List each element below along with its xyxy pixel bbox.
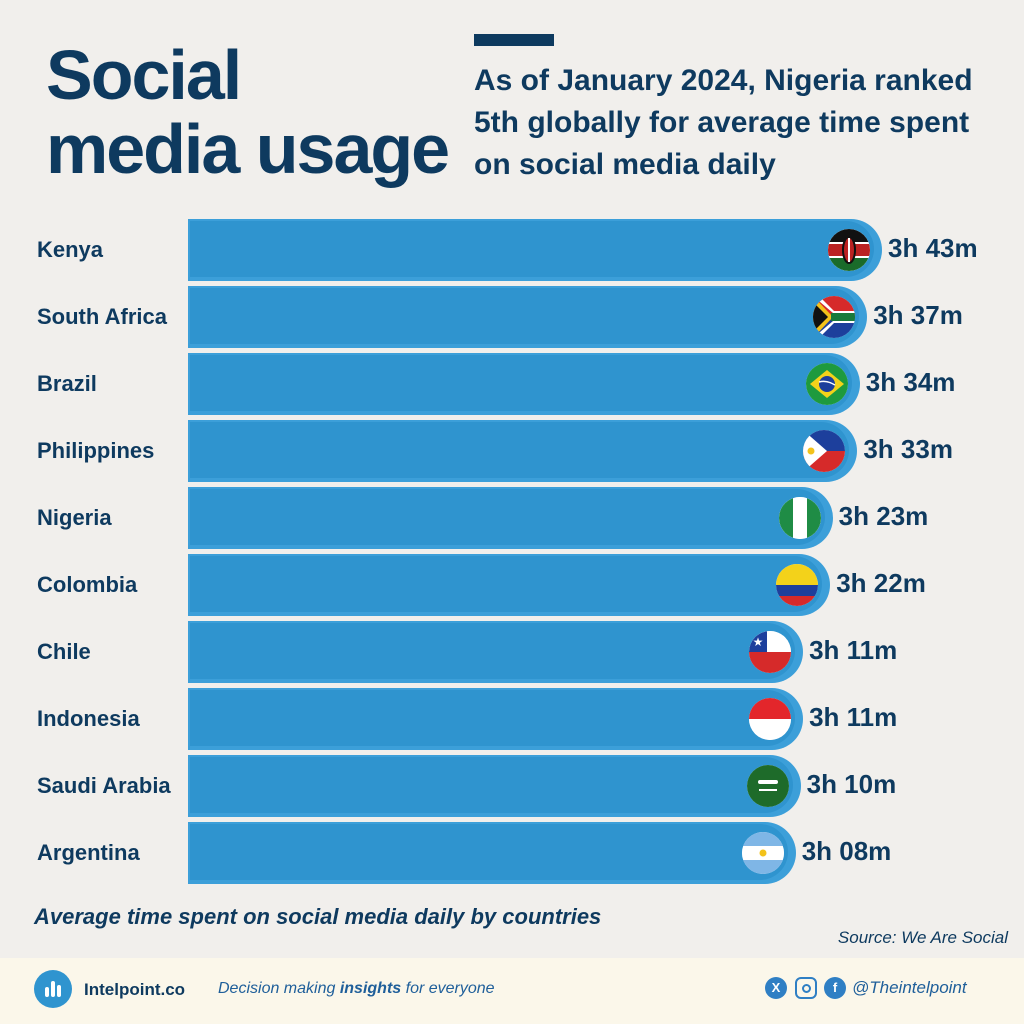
value-label-saudi-arabia: 3h 10m (806, 769, 897, 799)
bar-indonesia (188, 688, 804, 750)
country-label-kenya: Kenya (37, 237, 104, 262)
bar-fill-indonesia (190, 690, 796, 746)
title-line-1: Social (46, 36, 242, 114)
value-label-argentina: 3h 08m (801, 836, 892, 866)
bar-fill-south-africa (190, 288, 860, 344)
value-label-nigeria: 3h 23m (838, 501, 929, 531)
bar-south-africa (188, 286, 868, 348)
value-label-brazil: 3h 34m (865, 367, 956, 397)
chart-caption: Average time spent on social media daily… (34, 904, 602, 929)
chart-subtitle: As of January 2024, Nigeria ranked 5th g… (474, 64, 973, 181)
bar-fill-saudi-arabia (190, 757, 793, 813)
country-label-brazil: Brazil (37, 371, 97, 396)
bar-chart: Kenya 3h 43m South Africa 3h 37m Brazil 3h 34… (37, 219, 978, 884)
country-label-nigeria: Nigeria (37, 505, 112, 530)
tagline: Decision making insights for everyone (218, 980, 495, 998)
bar-fill-colombia (190, 556, 823, 612)
country-label-philippines: Philippines (37, 438, 155, 463)
chile-flag-icon: ★ (749, 631, 792, 673)
accent-line (474, 34, 554, 46)
bar-nigeria (188, 487, 833, 549)
bar-philippines (188, 420, 858, 482)
country-label-saudi-arabia: Saudi Arabia (37, 773, 171, 798)
country-label-south-africa: South Africa (37, 304, 167, 329)
bar-fill-chile (190, 623, 796, 679)
country-label-chile: Chile (37, 639, 91, 664)
footer-bar: Intelpoint.co Decision making insights f… (0, 958, 1024, 1024)
intelpoint-logo-icon[interactable] (34, 970, 72, 1008)
colombia-flag-icon (776, 564, 819, 606)
value-label-indonesia: 3h 11m (809, 702, 898, 732)
bar-saudi-arabia (188, 755, 801, 817)
title-line-2: media usage (46, 110, 450, 188)
social-handle[interactable]: @Theintelpoint (852, 978, 967, 997)
instagram-icon[interactable] (795, 977, 817, 999)
bar-fill-argentina (190, 824, 788, 880)
indonesia-flag-icon (749, 698, 792, 740)
south-africa-flag-icon (813, 296, 856, 338)
bar-fill-brazil (190, 355, 852, 411)
value-label-south-africa: 3h 37m (873, 300, 963, 330)
tagline-end: for everyone (401, 980, 495, 997)
value-label-colombia: 3h 22m (836, 568, 926, 598)
bar-colombia (188, 554, 831, 616)
value-label-kenya: 3h 43m (888, 233, 978, 263)
tagline-emphasis: insights (339, 980, 402, 997)
source-note: Source: We Are Social (837, 928, 1008, 947)
country-label-colombia: Colombia (37, 572, 138, 597)
brand-link[interactable]: Intelpoint.co (84, 980, 186, 999)
bar-argentina (188, 822, 796, 884)
bar-fill-kenya (190, 221, 874, 277)
bar-chile (188, 621, 804, 683)
bar-brazil (188, 353, 860, 415)
saudi-arabia-flag-icon (746, 765, 789, 807)
tagline-start: Decision making (218, 980, 340, 997)
facebook-icon[interactable]: f (824, 977, 846, 999)
country-label-indonesia: Indonesia (37, 706, 140, 731)
chart-title: Social media usage (46, 36, 450, 188)
nigeria-flag-icon (778, 497, 821, 539)
bar-fill-nigeria (190, 489, 825, 545)
value-label-philippines: 3h 33m (863, 434, 953, 464)
brazil-flag-icon (805, 363, 848, 405)
bar-fill-philippines (190, 422, 850, 478)
value-label-chile: 3h 11m (809, 635, 898, 665)
philippines-flag-icon (803, 430, 846, 472)
kenya-flag-icon (828, 229, 870, 271)
argentina-flag-icon (741, 832, 784, 874)
country-label-argentina: Argentina (37, 840, 140, 865)
x-icon[interactable]: X (765, 977, 787, 999)
bar-kenya (188, 219, 882, 281)
svg-text:★: ★ (753, 635, 764, 649)
